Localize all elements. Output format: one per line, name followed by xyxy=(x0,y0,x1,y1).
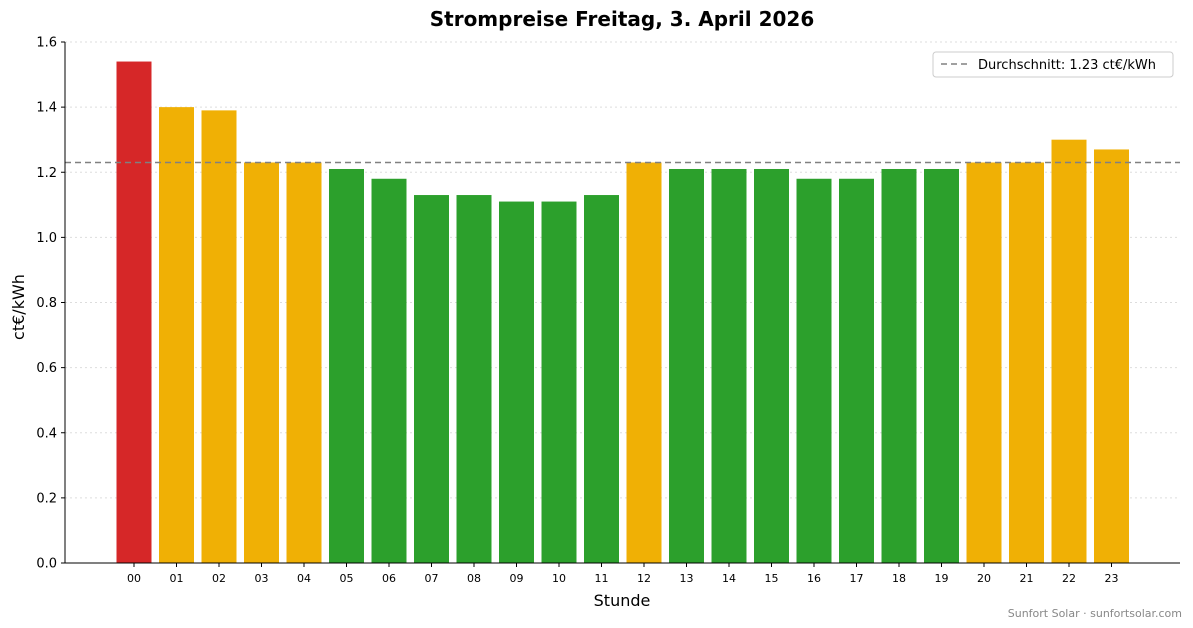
x-tick-label: 12 xyxy=(637,572,651,585)
legend-label: Durchschnitt: 1.23 ct€/kWh xyxy=(978,58,1156,73)
bar-17 xyxy=(839,178,874,563)
x-tick-label: 16 xyxy=(807,572,821,585)
bar-11 xyxy=(584,195,619,563)
bar-02 xyxy=(201,110,237,563)
bar-12 xyxy=(626,162,662,563)
bar-05 xyxy=(329,168,364,563)
x-ticks: 00 01 02 03 04 05 06 07 08 09 10 11 12 13 14 15 16 17 18 19… xyxy=(127,563,1119,585)
x-tick-label: 21 xyxy=(1020,572,1034,585)
legend: Durchschnitt: 1.23 ct€/kWh xyxy=(932,51,1174,78)
footer-credit: Sunfort Solar · sunfortsolar.com xyxy=(1008,607,1182,620)
x-tick-label: 20 xyxy=(977,572,991,585)
y-tick-label: 1.0 xyxy=(36,231,57,246)
bar-20 xyxy=(966,162,1002,563)
x-tick-label: 01 xyxy=(170,572,184,585)
y-tick-label: 0.6 xyxy=(36,361,57,376)
chart-title: Strompreise Freitag, 3. April 2026 xyxy=(430,7,815,31)
bar-01 xyxy=(159,107,194,563)
bar-10 xyxy=(541,201,577,563)
legend-box xyxy=(932,51,1174,78)
y-tick-label: 1.6 xyxy=(36,36,57,51)
bar-18 xyxy=(881,168,917,563)
x-tick-label: 06 xyxy=(382,572,396,585)
bar-04 xyxy=(286,162,322,563)
bar-16 xyxy=(796,178,832,563)
bars xyxy=(116,61,1129,564)
x-axis-label: Stunde xyxy=(594,591,651,610)
bar-23 xyxy=(1094,149,1129,564)
y-tick-label: 1.2 xyxy=(36,166,57,181)
x-tick-label: 23 xyxy=(1105,572,1119,585)
bar-03 xyxy=(244,162,279,563)
x-tick-label: 07 xyxy=(425,572,439,585)
bar-15 xyxy=(754,168,789,563)
y-tick-label: 0.4 xyxy=(36,426,57,441)
x-tick-label: 04 xyxy=(297,572,311,585)
x-tick-label: 13 xyxy=(680,572,694,585)
bar-09 xyxy=(499,201,534,563)
bar-08 xyxy=(456,195,492,563)
x-tick-label: 11 xyxy=(595,572,609,585)
x-tick-label: 10 xyxy=(552,572,566,585)
x-tick-label: 14 xyxy=(722,572,736,585)
bar-13 xyxy=(669,168,704,563)
x-tick-label: 09 xyxy=(510,572,524,585)
x-tick-label: 18 xyxy=(892,572,906,585)
y-tick-label: 0.0 xyxy=(36,557,57,572)
x-tick-label: 08 xyxy=(467,572,481,585)
x-tick-label: 22 xyxy=(1062,572,1076,585)
x-tick-label: 05 xyxy=(340,572,354,585)
y-ticks: 0.0 0.2 0.4 0.6 0.8 1.0 1.2 1.4 1.6 xyxy=(36,36,65,572)
x-tick-label: 00 xyxy=(127,572,141,585)
x-tick-label: 17 xyxy=(850,572,864,585)
bar-00 xyxy=(116,61,152,563)
y-tick-label: 1.4 xyxy=(36,101,57,116)
x-tick-label: 19 xyxy=(935,572,949,585)
bar-19 xyxy=(924,168,959,563)
y-axis-label: ct€/kWh xyxy=(9,274,28,340)
x-tick-label: 02 xyxy=(212,572,226,585)
x-tick-label: 15 xyxy=(765,572,779,585)
bar-21 xyxy=(1009,162,1044,563)
y-tick-label: 0.8 xyxy=(36,296,57,311)
y-tick-label: 0.2 xyxy=(36,491,57,506)
bar-07 xyxy=(414,195,449,563)
bar-14 xyxy=(711,168,747,563)
bar-06 xyxy=(371,178,407,563)
bar-22 xyxy=(1051,139,1087,563)
x-tick-label: 03 xyxy=(255,572,269,585)
